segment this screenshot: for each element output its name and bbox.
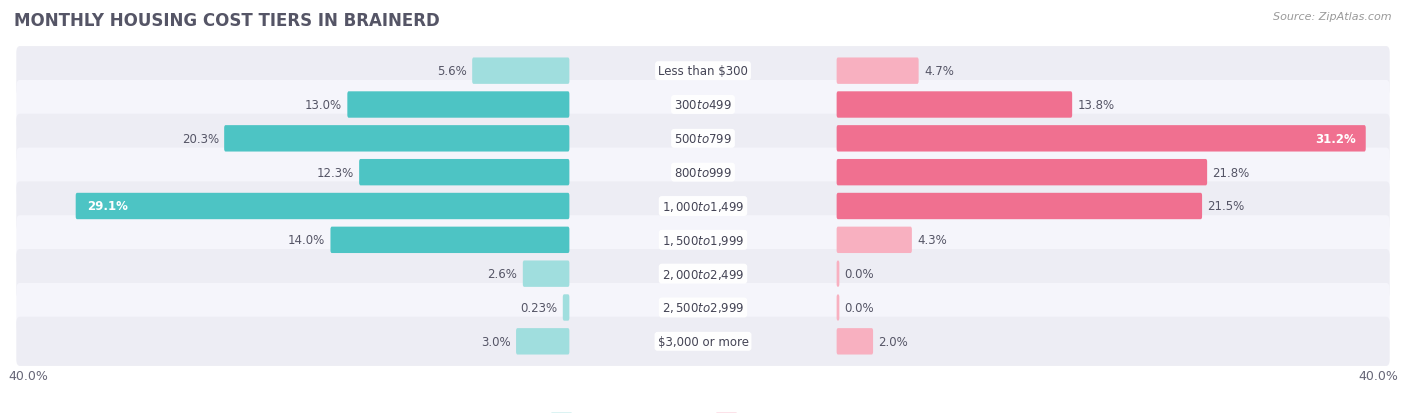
FancyBboxPatch shape <box>837 193 1202 220</box>
Text: 20.3%: 20.3% <box>181 133 219 145</box>
Text: Less than $300: Less than $300 <box>658 65 748 78</box>
FancyBboxPatch shape <box>224 126 569 152</box>
Text: MONTHLY HOUSING COST TIERS IN BRAINERD: MONTHLY HOUSING COST TIERS IN BRAINERD <box>14 12 440 30</box>
FancyBboxPatch shape <box>17 148 1389 197</box>
Text: 4.7%: 4.7% <box>924 65 953 78</box>
FancyBboxPatch shape <box>17 317 1389 366</box>
Text: 13.0%: 13.0% <box>305 99 342 112</box>
FancyBboxPatch shape <box>837 227 912 254</box>
FancyBboxPatch shape <box>837 261 839 287</box>
FancyBboxPatch shape <box>17 182 1389 231</box>
Text: 4.3%: 4.3% <box>917 234 948 247</box>
FancyBboxPatch shape <box>523 261 569 287</box>
Text: 5.6%: 5.6% <box>437 65 467 78</box>
FancyBboxPatch shape <box>17 283 1389 332</box>
Text: 12.3%: 12.3% <box>316 166 354 179</box>
FancyBboxPatch shape <box>17 81 1389 130</box>
Text: 2.6%: 2.6% <box>488 268 517 280</box>
Text: 21.8%: 21.8% <box>1212 166 1250 179</box>
FancyBboxPatch shape <box>76 193 569 220</box>
FancyBboxPatch shape <box>17 216 1389 265</box>
FancyBboxPatch shape <box>347 92 569 119</box>
Text: 0.23%: 0.23% <box>520 301 557 314</box>
FancyBboxPatch shape <box>17 249 1389 299</box>
Text: 0.0%: 0.0% <box>845 301 875 314</box>
FancyBboxPatch shape <box>837 92 1073 119</box>
FancyBboxPatch shape <box>17 114 1389 164</box>
Text: $3,000 or more: $3,000 or more <box>658 335 748 348</box>
Text: 31.2%: 31.2% <box>1315 133 1355 145</box>
Text: $1,500 to $1,999: $1,500 to $1,999 <box>662 233 744 247</box>
Text: 14.0%: 14.0% <box>288 234 325 247</box>
Text: 13.8%: 13.8% <box>1077 99 1115 112</box>
FancyBboxPatch shape <box>359 159 569 186</box>
FancyBboxPatch shape <box>837 328 873 355</box>
Text: $1,000 to $1,499: $1,000 to $1,499 <box>662 199 744 214</box>
Text: 29.1%: 29.1% <box>87 200 128 213</box>
FancyBboxPatch shape <box>837 159 1208 186</box>
Text: $300 to $499: $300 to $499 <box>673 99 733 112</box>
Text: 2.0%: 2.0% <box>879 335 908 348</box>
Text: $800 to $999: $800 to $999 <box>673 166 733 179</box>
FancyBboxPatch shape <box>837 294 839 321</box>
Text: $2,000 to $2,499: $2,000 to $2,499 <box>662 267 744 281</box>
FancyBboxPatch shape <box>516 328 569 355</box>
FancyBboxPatch shape <box>472 58 569 85</box>
Text: $2,500 to $2,999: $2,500 to $2,999 <box>662 301 744 315</box>
FancyBboxPatch shape <box>17 47 1389 96</box>
FancyBboxPatch shape <box>837 58 918 85</box>
Text: 0.0%: 0.0% <box>845 268 875 280</box>
FancyBboxPatch shape <box>562 294 569 321</box>
FancyBboxPatch shape <box>330 227 569 254</box>
FancyBboxPatch shape <box>837 126 1365 152</box>
Text: Source: ZipAtlas.com: Source: ZipAtlas.com <box>1274 12 1392 22</box>
Text: 21.5%: 21.5% <box>1208 200 1244 213</box>
Text: $500 to $799: $500 to $799 <box>673 133 733 145</box>
Text: 3.0%: 3.0% <box>481 335 510 348</box>
